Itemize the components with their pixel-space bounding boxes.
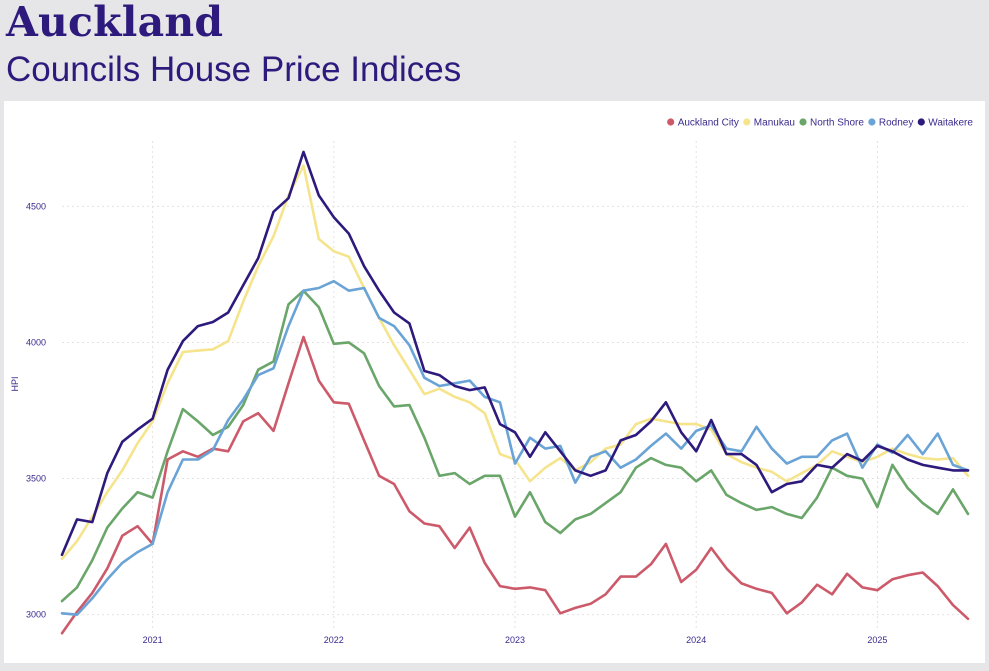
legend-dot: [917, 118, 925, 126]
series-line-north-shore: [60, 289, 970, 603]
y-tick-label: 3500: [26, 474, 46, 484]
series-lines: [60, 150, 970, 635]
legend-dot: [868, 118, 876, 126]
y-tick-label: 4500: [26, 201, 46, 211]
legend-dot: [799, 118, 807, 126]
x-tick-label: 2022: [324, 635, 344, 645]
legend-item-north-shore[interactable]: North Shore: [799, 118, 864, 129]
legend-label: Waitakere: [928, 118, 973, 129]
series-line-waitakere: [60, 150, 970, 557]
legend: Auckland City Manukau North Shore Rodney Wai…: [667, 118, 973, 129]
legend-item-waitakere[interactable]: Waitakere: [917, 118, 974, 129]
chart-card: 3000 3500 4000 4500 2021 2022 2023 2024 2025 HP…: [4, 101, 985, 663]
page-subtitle: Councils House Price Indices: [6, 50, 462, 89]
page-title: Auckland: [6, 0, 224, 46]
line-chart: 3000 3500 4000 4500 2021 2022 2023 2024 2025 HP…: [10, 118, 973, 646]
y-tick-label: 4000: [26, 337, 46, 347]
legend-item-rodney[interactable]: Rodney: [868, 118, 913, 129]
legend-label: Auckland City: [678, 118, 739, 129]
legend-item-auckland-city[interactable]: Auckland City: [667, 118, 739, 129]
x-tick-label: 2023: [505, 635, 525, 645]
x-axis-ticks: 2021 2022 2023 2024 2025: [143, 635, 888, 645]
legend-label: North Shore: [810, 118, 864, 129]
x-tick-label: 2021: [143, 635, 163, 645]
legend-label: Rodney: [879, 118, 913, 129]
x-tick-label: 2024: [686, 635, 706, 645]
series-line-rodney: [60, 279, 970, 617]
legend-dot: [743, 118, 751, 126]
y-tick-label: 3000: [26, 610, 46, 620]
y-axis-ticks: 3000 3500 4000 4500: [26, 201, 46, 619]
y-axis-label: HPI: [10, 376, 20, 391]
legend-dot: [667, 118, 675, 126]
x-tick-label: 2025: [867, 635, 887, 645]
grid-lines: [62, 141, 968, 631]
legend-item-manukau[interactable]: Manukau: [743, 118, 795, 129]
legend-label: Manukau: [754, 118, 795, 129]
